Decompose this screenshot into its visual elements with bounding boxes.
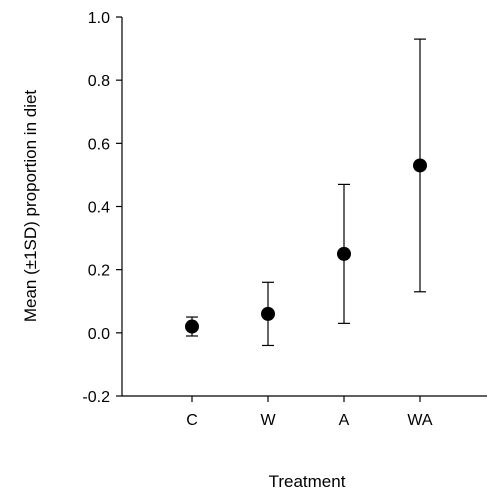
y-tick-label: 1.0 bbox=[88, 10, 110, 27]
x-tick-label: C bbox=[186, 412, 198, 429]
y-tick-label: 0.0 bbox=[88, 326, 110, 343]
x-ticks: C W A WA bbox=[186, 396, 433, 429]
y-tick-label: 0.2 bbox=[88, 263, 110, 280]
error-bars bbox=[186, 38, 426, 347]
y-tick-label: 0.6 bbox=[88, 136, 110, 153]
x-tick-label: A bbox=[339, 412, 350, 429]
y-tick-label: 0.8 bbox=[88, 73, 110, 90]
y-axis-title: Mean (±1SD) proportion in diet bbox=[21, 90, 40, 323]
y-tick-label: -0.2 bbox=[82, 389, 110, 406]
y-ticks: -0.2 0.0 0.2 0.4 0.6 0.8 1.0 bbox=[82, 10, 122, 406]
data-point bbox=[185, 319, 199, 334]
x-axis-title: Treatment bbox=[269, 472, 346, 491]
data-point bbox=[337, 246, 351, 261]
data-point bbox=[413, 158, 427, 173]
data-points bbox=[185, 158, 427, 334]
y-tick-label: 0.4 bbox=[88, 200, 110, 217]
data-point bbox=[261, 306, 275, 321]
x-tick-label: W bbox=[260, 412, 276, 429]
x-tick-label: WA bbox=[407, 412, 433, 429]
axes bbox=[121, 17, 487, 397]
